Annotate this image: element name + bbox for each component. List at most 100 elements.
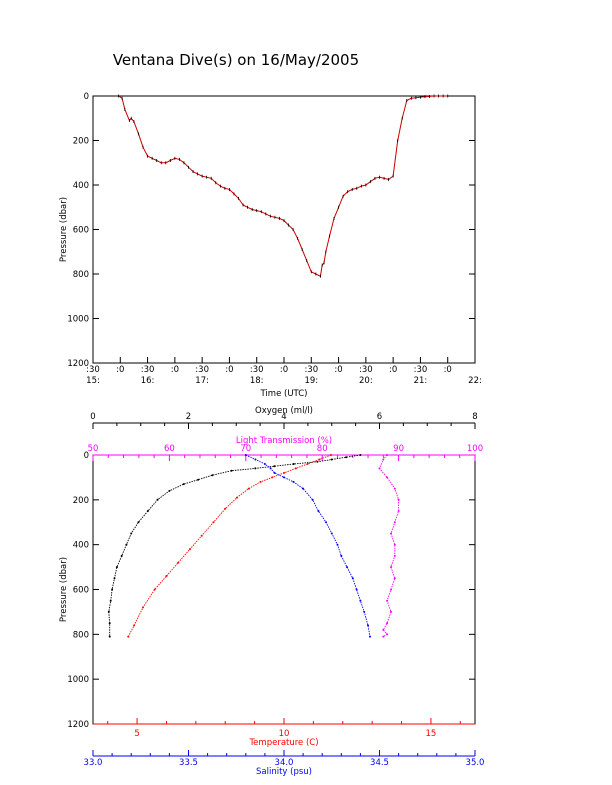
- temperature-point: [177, 561, 180, 564]
- x-tick-minute-label: :0: [280, 365, 288, 375]
- x-tick-minute-label: :0: [171, 365, 179, 375]
- light-point: [397, 498, 400, 501]
- salinity-point: [254, 458, 257, 461]
- oxygen-tick-label: 6: [377, 412, 382, 422]
- light-point: [386, 622, 389, 625]
- y-tick-label: 600: [73, 586, 89, 596]
- x-tick-minute-label: :30: [86, 365, 100, 375]
- light-point: [386, 599, 389, 602]
- light-point: [393, 521, 396, 524]
- x-tick-minute-label: :30: [304, 365, 318, 375]
- light-point: [386, 476, 389, 479]
- oxygen-point: [107, 610, 110, 613]
- x-tick-minute-label: :30: [141, 365, 155, 375]
- light-point: [390, 566, 392, 569]
- y-tick-label: 400: [73, 541, 89, 551]
- temperature-point: [165, 575, 168, 577]
- y-tick-label: 200: [73, 137, 89, 147]
- oxygen-point: [109, 599, 112, 602]
- x-tick-hour-label: 22:: [468, 376, 482, 386]
- salinity-point: [351, 577, 354, 580]
- light-point: [386, 633, 389, 636]
- salinity-point: [346, 566, 348, 569]
- chart-title: Ventana Dive(s) on 16/May/2005: [113, 51, 359, 69]
- temperature-point: [189, 548, 191, 551]
- y-tick-label: 600: [73, 226, 89, 236]
- oxygen-point: [120, 554, 123, 557]
- x-tick-hour-label: 15:: [86, 376, 100, 386]
- temperature-point: [306, 463, 309, 465]
- light-tick-label: 50: [88, 444, 99, 454]
- y-tick-label: 0: [84, 92, 89, 102]
- time-series-panel: 020040060080010001200:30:0:30:0:30:0:30:…: [59, 92, 482, 399]
- temperature-point: [142, 606, 144, 609]
- oxygen-point: [108, 622, 111, 625]
- x-tick-hour-label: 20:: [359, 376, 373, 386]
- salinity-point: [369, 635, 371, 638]
- profile-panel: 0 200 400 600 800 1000 1200 Pressure (dbar) 0 2 4 6…: [59, 406, 484, 777]
- y-tick-label: 1000: [67, 315, 89, 325]
- x-tick-minute-label: :30: [414, 365, 428, 375]
- light-point: [382, 458, 385, 461]
- salinity-point: [311, 498, 314, 501]
- oxygen-point: [316, 460, 319, 463]
- y-tick-label: 1200: [67, 720, 89, 730]
- x-tick-minute-label: :0: [444, 365, 452, 375]
- salinity-point: [355, 588, 358, 591]
- salinity-point: [263, 463, 266, 465]
- temperature-point: [318, 458, 321, 461]
- temperature-point: [236, 496, 238, 499]
- oxygen-point: [125, 543, 128, 546]
- x-tick-hour-label: 21:: [414, 376, 428, 386]
- salinity-axis-title: Salinity (psu): [256, 767, 312, 777]
- y-axis-title: Pressure (dbar): [59, 197, 69, 262]
- light-tick-label: 60: [164, 444, 175, 454]
- light-point: [393, 487, 396, 490]
- x-tick-minute-label: :0: [116, 365, 124, 375]
- oxygen-point: [230, 469, 233, 472]
- temperature-point: [330, 454, 332, 456]
- light-point: [393, 543, 396, 546]
- salinity-point: [325, 521, 327, 524]
- plot-frame: [92, 454, 476, 725]
- oxygen-tick-label: 8: [472, 412, 477, 422]
- light-point: [390, 532, 392, 535]
- oxygen-tick-label: 2: [186, 412, 191, 422]
- light-point: [378, 467, 381, 470]
- salinity-tick-label: 34.0: [275, 758, 294, 768]
- light-point: [393, 554, 396, 557]
- light-tick-label: 90: [393, 444, 404, 454]
- y-tick-label: 1200: [67, 359, 89, 369]
- oxygen-tick-label: 0: [90, 412, 95, 422]
- light-point: [382, 635, 385, 638]
- y-tick-label: 800: [73, 270, 89, 280]
- salinity-point: [336, 543, 339, 546]
- temperature-tick-label: 5: [134, 729, 139, 739]
- light-point: [390, 588, 392, 591]
- y-tick-label: 1000: [67, 675, 89, 685]
- x-tick-hour-label: 17:: [195, 376, 209, 386]
- oxygen-point: [168, 489, 171, 492]
- salinity-point: [367, 624, 369, 627]
- salinity-tick-label: 35.0: [466, 758, 485, 768]
- y-axis-title: Pressure (dbar): [59, 557, 69, 622]
- salinity-point: [330, 532, 333, 535]
- plot-frame: [92, 95, 476, 364]
- x-tick-minute-label: :30: [359, 365, 373, 375]
- x-tick-minute-label: :0: [334, 365, 342, 375]
- y-tick-label: 200: [73, 496, 89, 506]
- temperature-point: [294, 467, 297, 470]
- temperature-profile: [127, 454, 332, 637]
- salinity-point: [359, 599, 362, 602]
- x-tick-hour-label: 16:: [141, 376, 155, 386]
- light-tick-label: 70: [240, 444, 251, 454]
- y-tick-label: 400: [73, 181, 89, 191]
- x-tick-hour-label: 18:: [250, 376, 264, 386]
- salinity-point: [269, 467, 272, 470]
- salinity-point: [302, 487, 305, 490]
- oxygen-point: [130, 532, 133, 535]
- salinity-tick-label: 33.0: [84, 758, 103, 768]
- salinity-point: [292, 480, 295, 483]
- light-profile: [378, 454, 400, 637]
